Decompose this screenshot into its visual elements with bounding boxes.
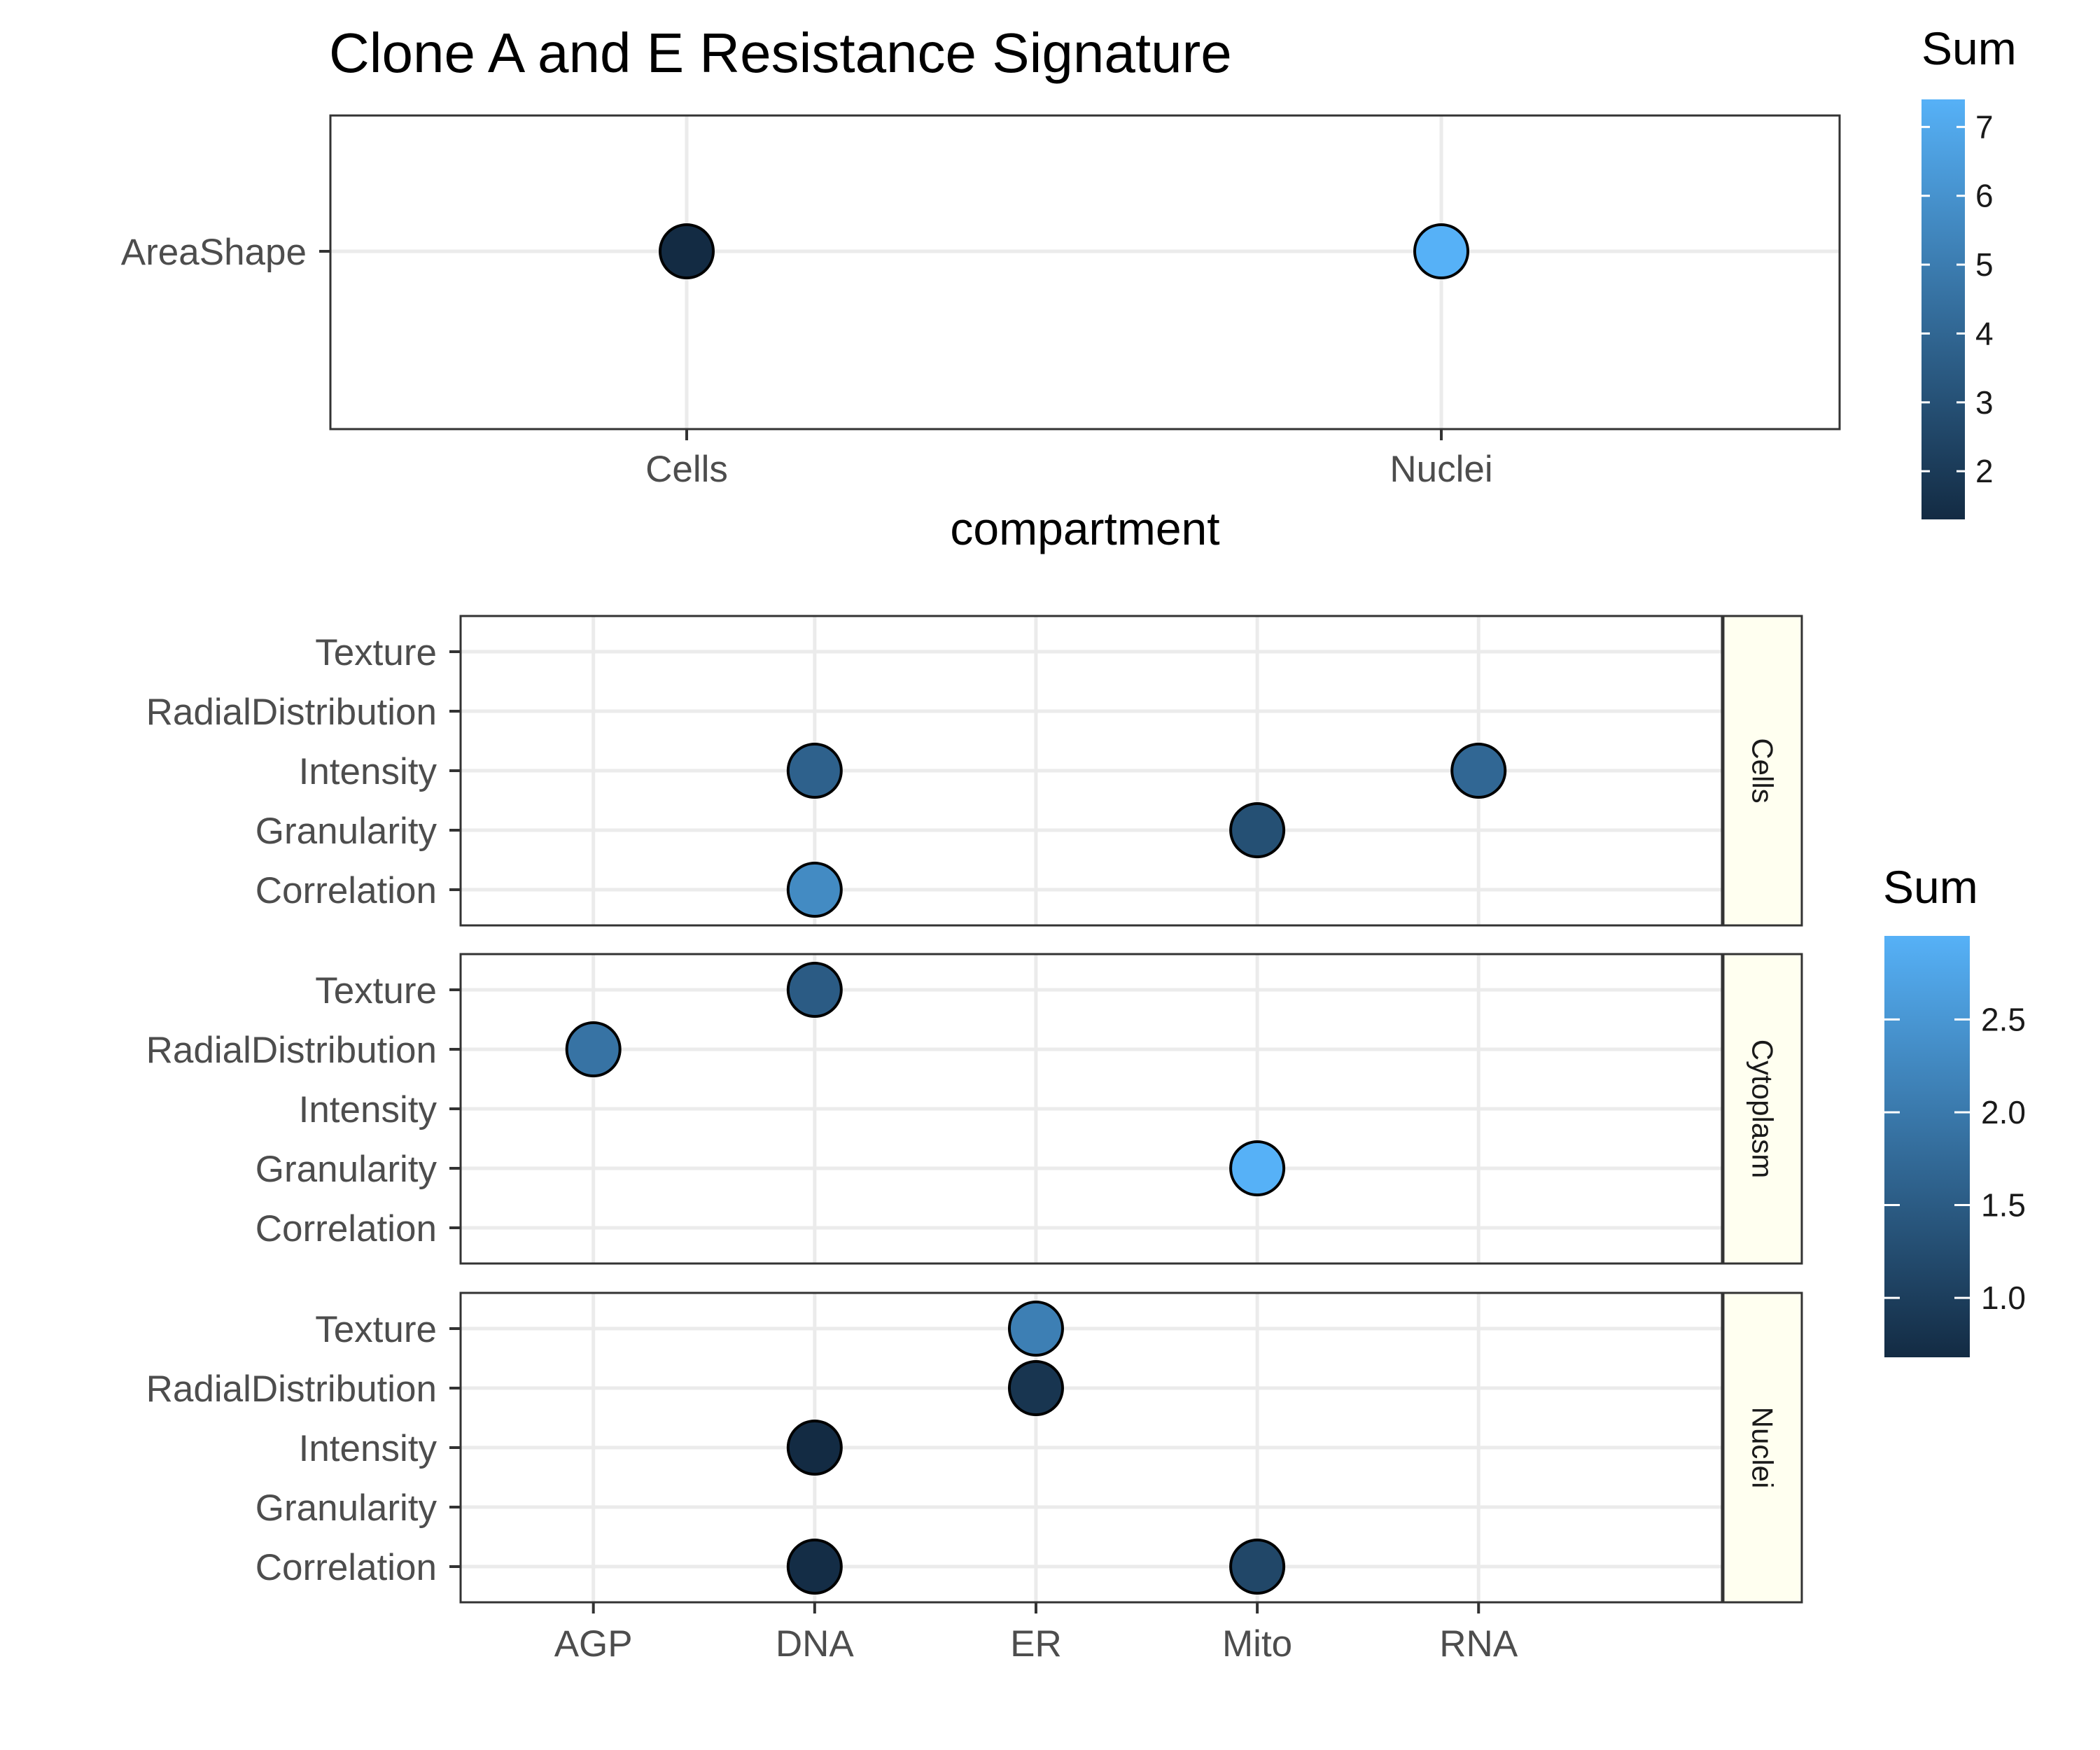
y-tick-label: AreaShape [121, 232, 307, 273]
facet-panel-cells: Correlation Granularity Intensity RadialDis… [146, 615, 1803, 927]
y-tick-label: Intensity [299, 1089, 438, 1130]
chart-title: Clone A and E Resistance Signature [329, 22, 1232, 84]
bottom-facets: Correlation Granularity Intensity RadialDis… [146, 615, 1803, 1604]
data-point [1007, 1360, 1064, 1416]
legend-tick-label: 1.5 [1981, 1187, 2026, 1224]
facet-panel-border [459, 615, 1723, 927]
facet-strip-label: Cells [1746, 738, 1779, 803]
x-tick-label: Cells [645, 449, 728, 490]
legend-tick-label: 7 [1975, 108, 1994, 145]
facet-panel-nuclei: Correlation Granularity Intensity RadialDis… [146, 1292, 1803, 1604]
legend-title-top: Sum [1921, 22, 2017, 74]
data-point [1229, 802, 1286, 858]
legend-bottom-ticks: 1.0 1.5 2.0 2.5 [1884, 1001, 2026, 1316]
y-tick-label: Texture [315, 632, 437, 673]
y-tick-label: Granularity [255, 811, 438, 852]
x-tick-label: AGP [554, 1623, 633, 1665]
legend-tick-label: 4 [1975, 315, 1994, 351]
x-axis-title: compartment [950, 503, 1219, 554]
top-panel-bg [330, 115, 1840, 429]
legend-tick-label: 6 [1975, 178, 1994, 214]
x-tick-label: ER [1010, 1623, 1062, 1665]
data-point [786, 1420, 843, 1476]
data-point [1450, 743, 1507, 799]
y-tick-label: Texture [315, 1309, 437, 1350]
y-tick-label: RadialDistribution [146, 692, 437, 733]
colorbar-bottom [1884, 936, 1970, 1357]
data-point [786, 1539, 843, 1595]
facet-panel-cytoplasm: Correlation Granularity Intensity RadialDis… [146, 953, 1803, 1265]
facet-strip [1722, 615, 1803, 927]
x-tick-label: DNA [776, 1623, 855, 1665]
data-point [786, 862, 843, 918]
y-tick-label: Granularity [255, 1149, 438, 1190]
top-points [659, 223, 1469, 279]
data-point [786, 743, 843, 799]
facet-panel-border [459, 1292, 1723, 1604]
legend-tick-label: 2.5 [1981, 1001, 2026, 1037]
facet-strip-label: Nuclei [1746, 1407, 1779, 1489]
legend-top-ticks: 2 3 4 5 6 7 [1921, 108, 1994, 489]
y-tick-label: Intensity [299, 751, 438, 792]
legend-title-bottom: Sum [1883, 861, 1978, 913]
top-panel-grid [330, 115, 1840, 429]
y-tick-label: Correlation [255, 870, 437, 911]
bottom-x-axis: AGP DNA ER Mito RNA [554, 1602, 1518, 1665]
legend-tick-label: 2.0 [1981, 1094, 2026, 1130]
y-tick-label: Correlation [255, 1547, 437, 1588]
top-panel-border [329, 114, 1841, 430]
y-tick-label: Intensity [299, 1428, 438, 1469]
legend-tick-label: 2 [1975, 453, 1994, 489]
y-tick-label: RadialDistribution [146, 1030, 437, 1071]
y-tick-label: Texture [315, 970, 437, 1011]
legend-tick-label: 3 [1975, 384, 1994, 421]
colorbar-top [1921, 99, 1965, 519]
y-tick-label: Granularity [255, 1488, 438, 1529]
data-point [1413, 223, 1469, 279]
y-tick-label: RadialDistribution [146, 1368, 437, 1410]
facet-strip [1722, 953, 1803, 1265]
legend-tick-label: 5 [1975, 246, 1994, 283]
data-point [1229, 1140, 1286, 1196]
facet-panel-border [459, 953, 1723, 1265]
data-point [1229, 1539, 1286, 1595]
y-tick-label: Correlation [255, 1208, 437, 1250]
data-point [1007, 1301, 1064, 1357]
legend-tick-label: 1.0 [1981, 1280, 2026, 1316]
facet-strip-label: Cytoplasm [1746, 1040, 1779, 1178]
x-tick-label: Nuclei [1390, 449, 1492, 490]
x-tick-label: Mito [1222, 1623, 1292, 1665]
data-point [565, 1021, 622, 1077]
data-point [659, 223, 715, 279]
x-tick-label: RNA [1439, 1623, 1518, 1665]
top-axes: Cells Nuclei AreaShape [121, 232, 1493, 490]
facet-strip [1722, 1292, 1803, 1604]
data-point [786, 962, 843, 1018]
